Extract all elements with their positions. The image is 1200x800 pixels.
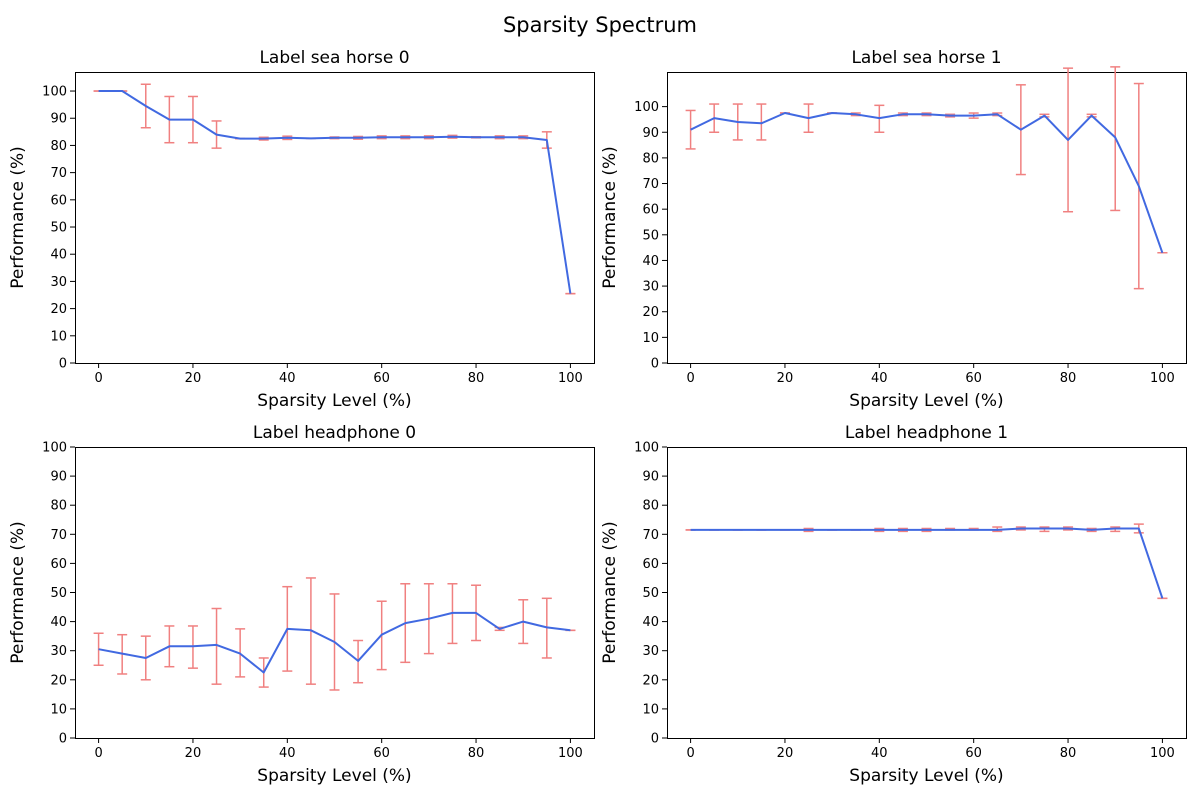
y-tick-label: 50 [642, 228, 659, 243]
y-tick-label: 0 [59, 357, 67, 372]
y-tick-label: 80 [50, 499, 67, 514]
y-tick-label: 70 [642, 177, 659, 192]
y-tick-label: 10 [642, 702, 659, 717]
x-tick-label: 100 [558, 371, 583, 386]
x-axis-label: Sparsity Level (%) [849, 766, 1003, 786]
axes-frame [75, 72, 595, 364]
x-tick-label: 60 [965, 746, 982, 761]
y-tick-label: 40 [642, 615, 659, 630]
x-tick-label: 80 [1060, 371, 1077, 386]
y-tick-label: 70 [50, 166, 67, 181]
x-axis-label: Sparsity Level (%) [257, 766, 411, 786]
y-tick-label: 80 [50, 139, 67, 154]
error-bar [211, 607, 222, 685]
subplot-title: Label sea horse 0 [259, 48, 409, 68]
y-tick-label: 90 [642, 126, 659, 141]
subplot-1: Label sea horse 0 0 20 40 60 80 100 0 10 20 30 40 50… [8, 48, 595, 411]
y-tick-label: 90 [50, 112, 67, 127]
y-tick-label: 90 [642, 470, 659, 485]
x-tick-label: 0 [94, 371, 102, 386]
y-tick-label: 100 [634, 100, 659, 115]
x-tick-label: 100 [558, 746, 583, 761]
y-tick-label: 100 [634, 441, 659, 456]
y-tick-label: 80 [642, 151, 659, 166]
subplot-title: Label headphone 0 [253, 423, 416, 443]
y-tick-label: 20 [642, 673, 659, 688]
x-tick-label: 0 [686, 371, 694, 386]
x-tick-label: 0 [94, 746, 102, 761]
y-tick-label: 10 [50, 329, 67, 344]
y-tick-label: 90 [50, 470, 67, 485]
subplot-3: Label headphone 0 0 20 40 60 80 100 0 10 20 30 40 50… [8, 423, 595, 786]
y-tick-label: 0 [651, 357, 659, 372]
x-tick-label: 0 [686, 746, 694, 761]
x-axis-label: Sparsity Level (%) [257, 391, 411, 411]
y-tick-label: 30 [642, 644, 659, 659]
subplot-2: Label sea horse 1 0 20 40 60 80 100 0 10 20 30 40 50… [600, 48, 1187, 411]
y-axis-label: Performance (%) [8, 521, 28, 664]
subplot-grid: Label sea horse 00 20 40 60 80 10001020304050… [8, 48, 1187, 786]
y-tick-label: 10 [50, 702, 67, 717]
y-tick-label: 60 [642, 557, 659, 572]
y-tick-label: 60 [642, 203, 659, 218]
y-tick-label: 50 [50, 586, 67, 601]
y-tick-label: 30 [642, 280, 659, 295]
x-tick-label: 80 [1060, 746, 1077, 761]
y-tick-label: 60 [50, 557, 67, 572]
x-tick-label: 20 [185, 746, 202, 761]
x-tick-label: 100 [1150, 746, 1175, 761]
y-tick-label: 20 [50, 673, 67, 688]
error-bar [685, 109, 696, 150]
axes-frame [75, 447, 595, 739]
x-tick-label: 40 [871, 746, 888, 761]
series-line [690, 112, 1164, 254]
x-tick-label: 40 [871, 371, 888, 386]
subplot-4: Label headphone 1 0 20 40 60 80 100 0 10 20 30 40 50… [600, 423, 1187, 786]
y-tick-label: 100 [42, 441, 67, 456]
y-tick-label: 30 [50, 275, 67, 290]
y-tick-label: 60 [50, 193, 67, 208]
x-tick-label: 80 [468, 371, 485, 386]
x-tick-label: 20 [185, 371, 202, 386]
y-axis-label: Performance (%) [8, 146, 28, 289]
subplot-title: Label sea horse 1 [851, 48, 1001, 68]
y-tick-label: 30 [50, 644, 67, 659]
x-tick-label: 60 [373, 371, 390, 386]
figure-title: Sparsity Spectrum [503, 13, 697, 37]
error-bar [93, 632, 104, 666]
y-axis-label: Performance (%) [600, 521, 620, 664]
x-tick-label: 40 [279, 371, 296, 386]
y-axis-label: Performance (%) [600, 146, 620, 289]
y-tick-label: 70 [642, 528, 659, 543]
y-tick-label: 50 [50, 221, 67, 236]
x-tick-label: 40 [279, 746, 296, 761]
x-axis-label: Sparsity Level (%) [849, 391, 1003, 411]
y-tick-label: 50 [642, 586, 659, 601]
x-tick-label: 80 [468, 746, 485, 761]
y-tick-label: 20 [50, 302, 67, 317]
x-tick-label: 20 [777, 746, 794, 761]
y-tick-label: 100 [42, 85, 67, 100]
x-tick-label: 100 [1150, 371, 1175, 386]
error-bar [756, 103, 767, 141]
y-tick-label: 40 [642, 254, 659, 269]
y-tick-label: 40 [50, 615, 67, 630]
series-line [98, 90, 572, 294]
y-tick-label: 80 [642, 499, 659, 514]
x-tick-label: 60 [965, 371, 982, 386]
series-line [690, 527, 1164, 599]
x-tick-label: 60 [373, 746, 390, 761]
subplot-title: Label headphone 1 [845, 423, 1008, 443]
y-tick-label: 20 [642, 305, 659, 320]
series-line [98, 611, 571, 674]
axes-frame [667, 72, 1187, 364]
y-tick-label: 0 [59, 732, 67, 747]
axes-frame [667, 447, 1187, 739]
y-tick-label: 70 [50, 528, 67, 543]
y-tick-label: 40 [50, 248, 67, 263]
y-tick-label: 10 [642, 331, 659, 346]
y-tick-label: 0 [651, 732, 659, 747]
x-tick-label: 20 [777, 371, 794, 386]
